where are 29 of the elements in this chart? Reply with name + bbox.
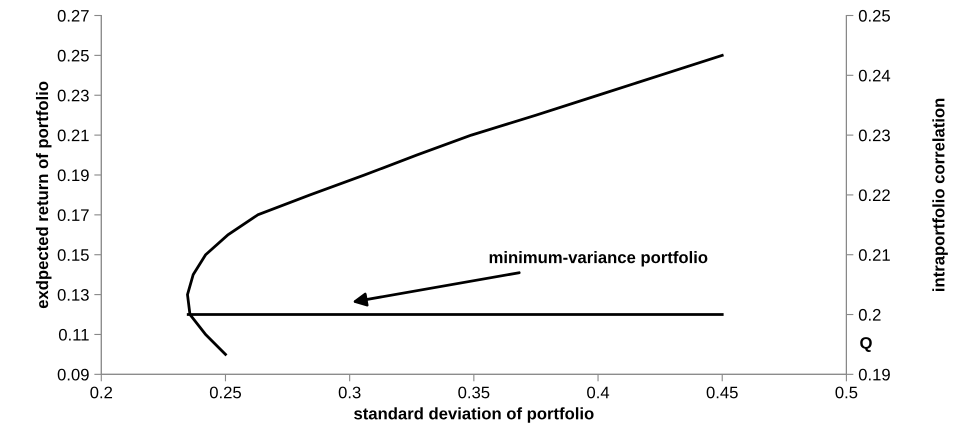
y-tick-label: 0.09 [58,368,89,381]
y-tick-label: 0.11 [58,328,89,341]
x-tick-label: 0.5 [835,386,858,398]
y-tick-label: 0.25 [58,50,89,62]
x-tick-label: 0.2 [90,386,112,398]
y-tick-label: 0.23 [58,90,89,102]
y2-tick-label: 0.21 [858,249,890,261]
y2-axis-title: intraportfolio correlation [932,98,948,291]
x-tick-label: 0.45 [706,386,738,398]
x-tick-label: 0.3 [338,386,361,398]
y-tick-label: 0.15 [58,249,89,261]
y-tick-label: 0.19 [58,169,89,182]
y2-tick-label: 0.24 [858,70,890,82]
y-tick-label: 0.27 [58,10,89,22]
y2-tick-label: 0.2 [858,308,881,321]
annotation: minimum-variance portfolio [490,251,708,267]
y2-tick-label: 0.23 [858,130,890,142]
x-tick-label: 0.4 [587,386,610,398]
x-axis-title: standard deviation of portfolio [354,407,594,423]
x-tick-label: 0.25 [210,386,242,398]
text: Q [860,337,872,352]
y-tick-label: 0.13 [58,288,89,301]
y2-tick-label: 0.22 [858,189,890,202]
y-tick-label: 0.21 [58,130,89,142]
y-tick-label: 0.17 [58,209,89,222]
y-axis-title: exdpected return of portfolio [36,82,52,308]
y2-tick-label: 0.19 [858,368,890,381]
y2-tick-label: 0.25 [858,10,890,22]
x-tick-label: 0.35 [458,386,490,398]
